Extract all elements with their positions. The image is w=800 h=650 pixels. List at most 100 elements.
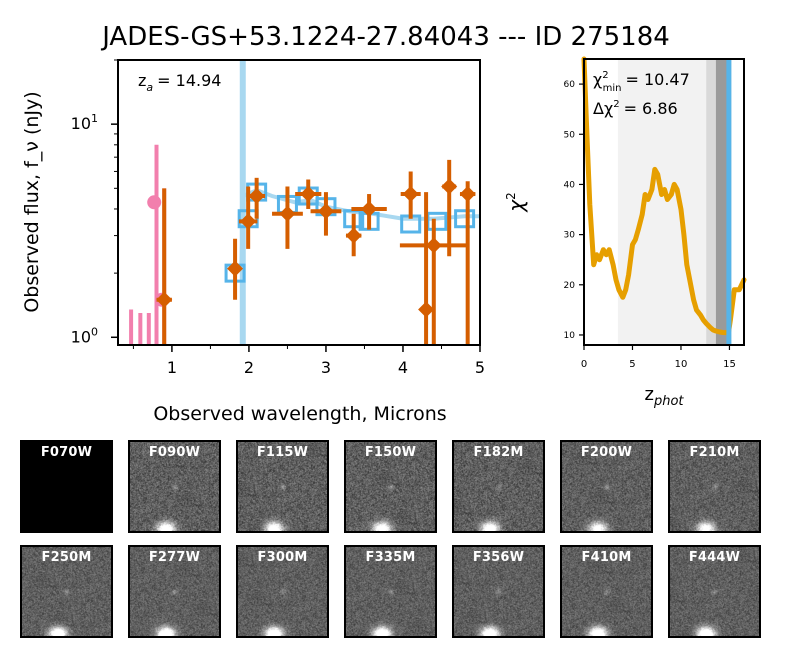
observed-point [361, 200, 378, 217]
redshift-annotation-label: z [138, 71, 146, 90]
cutout-label: F090W [148, 445, 201, 460]
cutout-label: F444W [688, 550, 741, 565]
chi2-ytick-label: 20 [564, 281, 576, 291]
sed-observed-group [156, 159, 476, 345]
observed-point [279, 205, 296, 222]
observed-point [345, 227, 362, 244]
cutout-f277w: F277W [128, 545, 221, 638]
redshift-annotation-value: = 14.94 [157, 71, 221, 90]
observed-point [402, 186, 419, 203]
chi2-xtick-label: 0 [581, 359, 587, 370]
sed-xtick-label: 2 [244, 358, 254, 377]
cutout-label: F150W [364, 445, 417, 460]
cutout-grid: F070W F090W F115W F150W F182M F200W F210… [20, 440, 765, 640]
chi2-ytick-label: 10 [564, 331, 576, 341]
chi2-ytick-label: 50 [564, 130, 576, 140]
cutout-image [670, 547, 759, 636]
observed-point [425, 237, 442, 254]
cutout-image [346, 442, 435, 531]
chi2-min-sup: 2 [602, 70, 608, 81]
chi2-ytick-label: 30 [564, 231, 576, 241]
model-photometry-box [426, 211, 448, 231]
cutout-label: F200W [580, 445, 633, 460]
observed-point [441, 178, 458, 195]
chi2-min-sub: min [603, 83, 622, 94]
cutout-image [130, 442, 219, 531]
cutout-f182m: F182M [452, 440, 545, 533]
cutout-image [562, 547, 651, 636]
chi2-xlabel: zphot [645, 384, 685, 409]
cutout-image [22, 547, 111, 636]
sed-xlabel: Observed wavelength, Microns [153, 403, 446, 425]
cutout-image [238, 442, 327, 531]
chi2-ylabel-main: χ [504, 199, 528, 213]
cutout-label: F115W [256, 445, 309, 460]
cutout-image [130, 547, 219, 636]
observed-point [300, 186, 317, 203]
observed-point [317, 203, 334, 220]
observed-point [156, 291, 173, 308]
sed-xtick-label: 3 [321, 358, 331, 377]
cutout-f210m: F210M [668, 440, 761, 533]
cutout-f335m: F335M [344, 545, 437, 638]
observed-point [248, 188, 265, 205]
cutout-image [454, 442, 543, 531]
cutout-label: F210M [689, 445, 740, 460]
cutout-label: F335M [365, 550, 416, 565]
sed-frame [117, 59, 481, 346]
cutout-label: F277W [148, 550, 201, 565]
cutout-label: F182M [473, 445, 524, 460]
cutout-f300m: F300M [236, 545, 329, 638]
chi2-min-annotation: χ2 min = 10.47 [593, 70, 690, 94]
cutout-image [346, 547, 435, 636]
observed-point [227, 260, 244, 277]
cutout-image [454, 547, 543, 636]
chi2-ytick-label: 60 [564, 80, 576, 90]
cutout-f150w: F150W [344, 440, 437, 533]
cutout-label: F250M [41, 550, 92, 565]
sed-ytick-label: 101 [71, 112, 98, 133]
chi2-min-value: = 10.47 [625, 70, 689, 89]
chi2-ylabel: χ2 [504, 192, 528, 212]
chi2-xlabel-main: z [645, 384, 654, 405]
chi2-xtick-label: 10 [675, 359, 688, 370]
chi2-min-prefix: χ [593, 70, 602, 89]
cutout-image [238, 547, 327, 636]
cutout-f200w: F200W [560, 440, 653, 533]
cutout-label: F070W [40, 445, 93, 460]
chi2-shaded-region [706, 59, 716, 345]
sed-ylabel: Observed flux, f_ν (nJy) [21, 91, 43, 312]
redshift-annotation: za = 14.94 [138, 71, 221, 94]
sed-panel: 1 2 3 4 5 100 101 za = 14.94 Observed wavelengt… [21, 59, 485, 425]
cutout-f410m: F410M [560, 545, 653, 638]
chi2-xlabel-sub: phot [653, 394, 684, 409]
cutout-label: F410M [581, 550, 632, 565]
sed-xtick-label: 4 [398, 358, 408, 377]
cutout-image [22, 442, 111, 531]
delta-chi2-prefix: Δχ [593, 99, 613, 118]
sed-xtick-label: 5 [475, 358, 485, 377]
figure-title: JADES-GS+53.1224-27.84043 --- ID 275184 [100, 22, 670, 52]
cutout-image [562, 442, 651, 531]
chi2-shaded-region [715, 59, 727, 345]
chi2-xtick-label: 15 [723, 359, 736, 370]
cutout-f070w: F070W [20, 440, 113, 533]
cutout-f250m: F250M [20, 545, 113, 638]
delta-chi2-value: = 6.86 [624, 99, 678, 118]
chi2-ylabel-sup: 2 [504, 192, 518, 200]
pink-point [147, 195, 162, 210]
chi2-axes: 0 5 10 15 10 20 30 40 50 60 [564, 80, 736, 370]
observed-point [240, 213, 257, 230]
chi2-ytick-label: 40 [564, 180, 576, 190]
sed-xtick-label: 1 [167, 358, 177, 377]
cutout-f115w: F115W [236, 440, 329, 533]
chi2-xtick-label: 5 [629, 359, 635, 370]
delta-chi2-annotation: Δχ2 = 6.86 [593, 99, 678, 118]
cutout-f356w: F356W [452, 545, 545, 638]
delta-chi2-sup: 2 [613, 99, 619, 110]
cutout-f444w: F444W [668, 545, 761, 638]
redshift-annotation-sub: a [146, 81, 153, 94]
model-photometry-box [454, 209, 476, 229]
